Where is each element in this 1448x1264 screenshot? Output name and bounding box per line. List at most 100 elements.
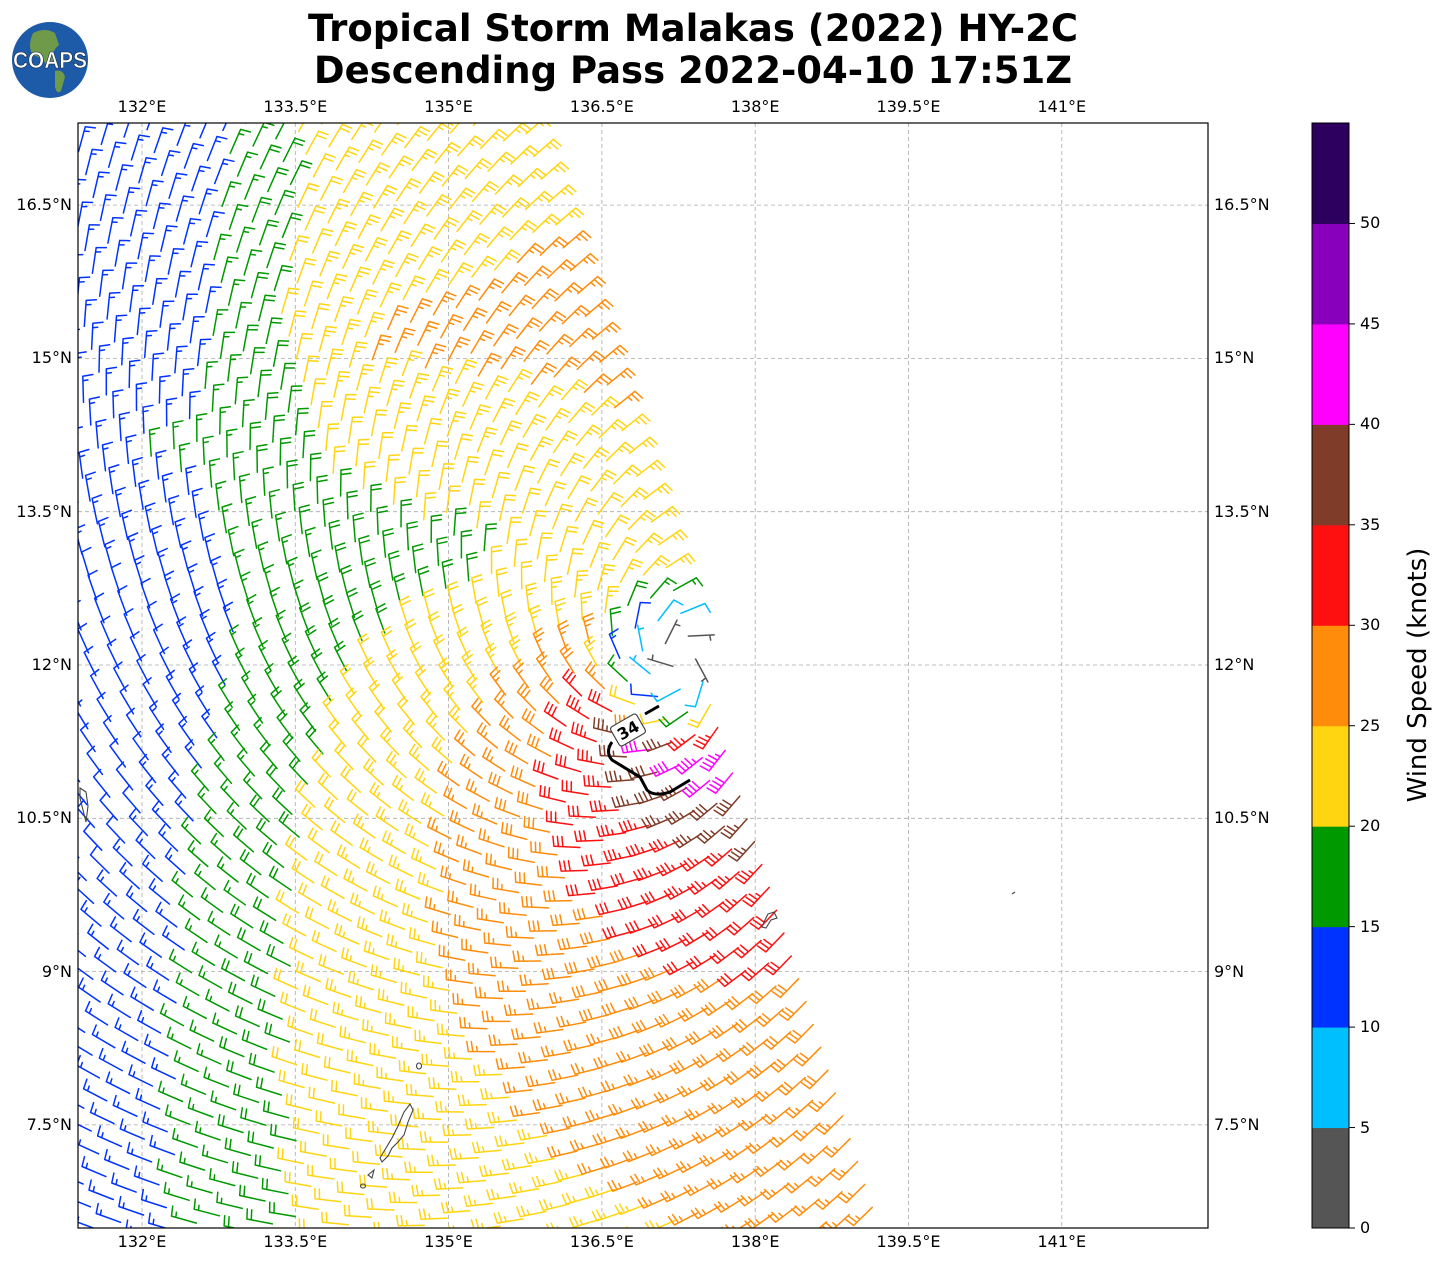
lon-tick-label-bottom: 138°E (730, 1232, 780, 1251)
wind-barb (410, 223, 436, 247)
wind-barb (443, 785, 468, 810)
wind-barb (189, 1019, 215, 1042)
wind-barb (209, 1168, 236, 1187)
wind-barb (409, 372, 430, 399)
wind-barb (445, 968, 473, 984)
wind-barb (486, 1188, 517, 1201)
wind-barb (115, 164, 134, 191)
wind-barb (128, 1064, 154, 1087)
wind-barb (233, 1083, 260, 1104)
wind-barb (489, 666, 507, 696)
wind-barb (616, 973, 648, 987)
wind-barb (604, 585, 620, 614)
wind-barb (339, 1025, 367, 1044)
wind-barb (232, 825, 255, 853)
lon-tick-label-top: 133.5°E (263, 97, 328, 116)
wind-barb (268, 488, 280, 519)
wind-barb (85, 148, 104, 176)
wind-barb (747, 985, 777, 1005)
wind-barb (303, 355, 320, 383)
wind-barb (753, 1084, 784, 1102)
wind-barb (666, 734, 696, 752)
wind-barb (502, 197, 530, 218)
colorbar-tick-label: 40 (1360, 414, 1381, 434)
wind-barb (687, 703, 712, 729)
wind-barb (381, 132, 407, 156)
wind-barb (561, 304, 590, 325)
wind-barb (322, 594, 335, 626)
wind-barb (640, 891, 672, 905)
wind-barb (93, 592, 105, 624)
wind-barb (764, 955, 793, 976)
wind-barb (541, 967, 572, 981)
wind-barb (677, 1007, 708, 1022)
wind-barb (259, 740, 278, 770)
wind-barb (240, 1106, 267, 1126)
wind-barb (539, 1122, 571, 1135)
wind-barb (619, 740, 650, 754)
wind-barb (534, 944, 565, 957)
wind-barb (567, 805, 597, 819)
wind-barb (119, 1118, 145, 1140)
wind-barb (507, 442, 529, 469)
wind-barb (598, 418, 627, 439)
wind-barb (113, 314, 128, 343)
colorbar-segment (1312, 323, 1349, 425)
wind-barb (334, 923, 360, 945)
wind-barb (323, 1055, 351, 1074)
wind-barb (596, 563, 616, 591)
wind-barb (257, 369, 273, 398)
wind-barb (363, 386, 381, 414)
wind-barb (418, 1208, 448, 1220)
wind-barb (96, 869, 118, 897)
colorbar-tick-label: 10 (1360, 1017, 1381, 1037)
wind-barb (92, 171, 110, 199)
wind-barb (99, 194, 117, 222)
wind-barb (761, 1106, 791, 1125)
wind-barb (543, 554, 558, 583)
wind-barb (78, 1045, 93, 1056)
wind-barb (654, 1013, 686, 1028)
wind-barb (252, 896, 277, 922)
wind-barb (424, 896, 451, 916)
wind-barb (87, 569, 98, 601)
wind-barb (89, 845, 110, 874)
wind-barb (398, 595, 411, 627)
wind-barb (138, 479, 150, 510)
wind-barb (615, 1127, 647, 1140)
wind-barb (643, 482, 673, 500)
wind-barb (298, 123, 305, 132)
wind-barb (493, 1212, 524, 1224)
wind-barb (627, 580, 649, 606)
wind-barb (130, 986, 154, 1011)
wind-barb (706, 772, 734, 794)
wind-barb (363, 557, 376, 589)
wind-barb (191, 165, 211, 192)
wind-barb (190, 762, 210, 792)
wind-barb (494, 174, 523, 195)
wind-barb (112, 838, 133, 867)
wind-barb (379, 282, 402, 308)
wind-barb (484, 642, 499, 673)
wind-barb (434, 141, 461, 164)
wind-barb (249, 421, 262, 451)
wind-barb (500, 589, 513, 620)
wind-barb (641, 738, 673, 753)
wind-barb (236, 226, 256, 253)
wind-barb (121, 509, 133, 541)
wind-barb (370, 409, 388, 437)
wind-barb (563, 1039, 594, 1052)
wind-barb (155, 449, 167, 480)
wind-barb (582, 519, 605, 545)
wind-barb (99, 791, 118, 821)
wind-barb (524, 265, 552, 287)
wind-barb (222, 601, 234, 633)
wind-barb (778, 1000, 807, 1021)
wind-barb (684, 1106, 715, 1121)
wind-barb (165, 397, 178, 427)
wind-barb (180, 1073, 207, 1095)
wind-barb (128, 807, 149, 837)
lat-tick-label-right: 7.5°N (1214, 1114, 1260, 1134)
wind-barb (176, 123, 198, 146)
wind-barb (362, 461, 376, 490)
